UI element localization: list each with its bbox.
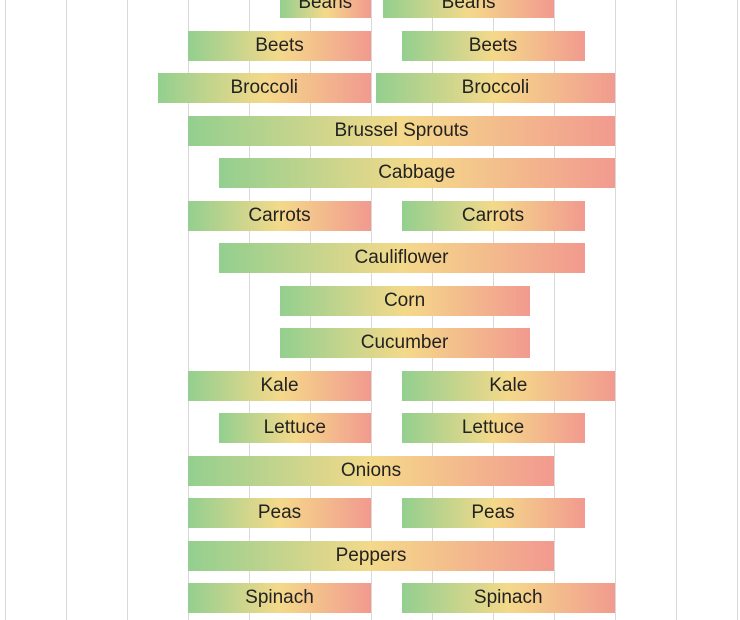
bar-label: Carrots — [248, 205, 310, 227]
chart-row: Brussel Sprouts — [0, 116, 740, 146]
planting-calendar-chart: Beans Beans Beets Beets Broccoli Broccoli Brus… — [0, 0, 740, 620]
bar-label: Cabbage — [378, 162, 455, 184]
bar-label: Beets — [469, 35, 518, 57]
chart-row: Broccoli Broccoli — [0, 73, 740, 103]
planting-bar: Cabbage — [219, 158, 616, 188]
bar-label: Cauliflower — [355, 247, 449, 269]
planting-bar: Broccoli — [158, 73, 372, 103]
bar-label: Beans — [442, 0, 496, 14]
bar-label: Lettuce — [264, 417, 326, 439]
planting-bar: Lettuce — [219, 413, 372, 443]
chart-row: Kale Kale — [0, 371, 740, 401]
chart-row: Peas Peas — [0, 498, 740, 528]
planting-bar: Spinach — [188, 583, 371, 613]
bar-label: Kale — [489, 375, 527, 397]
chart-rows: Beans Beans Beets Beets Broccoli Broccoli Brus… — [0, 0, 740, 620]
planting-bar: Lettuce — [402, 413, 585, 443]
chart-row: Cucumber — [0, 328, 740, 358]
planting-bar: Beans — [280, 0, 372, 18]
bar-label: Peppers — [336, 545, 407, 567]
bar-label: Corn — [384, 290, 425, 312]
bar-label: Spinach — [474, 587, 543, 609]
bar-label: Spinach — [245, 587, 314, 609]
planting-bar: Cucumber — [280, 328, 530, 358]
bar-label: Peas — [258, 502, 301, 524]
bar-label: Cucumber — [361, 332, 449, 354]
planting-bar: Kale — [188, 371, 371, 401]
planting-bar: Peppers — [188, 541, 554, 571]
planting-bar: Onions — [188, 456, 554, 486]
chart-row: Carrots Carrots — [0, 201, 740, 231]
bar-label: Broccoli — [462, 77, 530, 99]
planting-bar: Corn — [280, 286, 530, 316]
bar-label: Lettuce — [462, 417, 524, 439]
chart-row: Peppers — [0, 541, 740, 571]
bar-label: Carrots — [462, 205, 524, 227]
bar-label: Beets — [255, 35, 304, 57]
chart-row: Lettuce Lettuce — [0, 413, 740, 443]
planting-bar: Beets — [402, 31, 585, 61]
bar-label: Broccoli — [230, 77, 298, 99]
planting-bar: Spinach — [402, 583, 616, 613]
bar-label: Kale — [260, 375, 298, 397]
planting-bar: Broccoli — [376, 73, 615, 103]
chart-row: Corn — [0, 286, 740, 316]
planting-bar: Beets — [188, 31, 371, 61]
chart-row: Cabbage — [0, 158, 740, 188]
planting-bar: Peas — [188, 498, 371, 528]
planting-bar: Peas — [402, 498, 585, 528]
bar-label: Onions — [341, 460, 401, 482]
planting-bar: Beans — [383, 0, 554, 18]
chart-row: Spinach Spinach — [0, 583, 740, 613]
planting-bar: Cauliflower — [219, 243, 585, 273]
planting-bar: Carrots — [402, 201, 585, 231]
planting-bar: Brussel Sprouts — [188, 116, 615, 146]
planting-bar: Carrots — [188, 201, 371, 231]
chart-row: Onions — [0, 456, 740, 486]
bar-label: Brussel Sprouts — [334, 120, 468, 142]
chart-row: Beans Beans — [0, 0, 740, 18]
chart-row: Beets Beets — [0, 31, 740, 61]
chart-row: Cauliflower — [0, 243, 740, 273]
bar-label: Beans — [298, 0, 352, 14]
planting-bar: Kale — [402, 371, 616, 401]
bar-label: Peas — [471, 502, 514, 524]
